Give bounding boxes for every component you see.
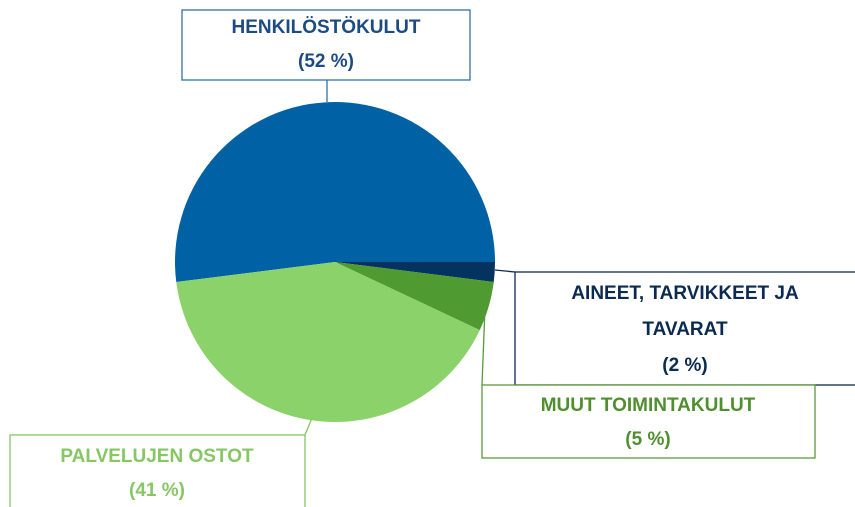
pie-slice (335, 262, 494, 331)
leader-line (481, 307, 486, 386)
value-label: (52 %) (298, 51, 354, 72)
category-label: HENKILÖSTÖKULUT (232, 17, 421, 38)
pie-slice (176, 262, 480, 423)
category-label: AINEET, TARVIKKEET JA TAVARAT (571, 283, 799, 340)
value-label: (5 %) (625, 429, 670, 450)
label-line: TAVARAT (642, 319, 728, 340)
category-label: PALVELUJEN OSTOT (60, 446, 254, 467)
category-label: MUUT TOIMINTAKULUT (541, 395, 756, 416)
label-box (181, 9, 471, 81)
leader-line (304, 417, 313, 436)
leader-line (494, 269, 516, 273)
value-label: (2 %) (662, 355, 707, 376)
pie-slice (175, 102, 495, 283)
pie-slice (335, 262, 495, 283)
label-box (481, 384, 816, 459)
value-label: (41 %) (129, 480, 185, 501)
label-line: AINEET, TARVIKKEET JA (571, 283, 799, 304)
label-box (9, 434, 306, 507)
